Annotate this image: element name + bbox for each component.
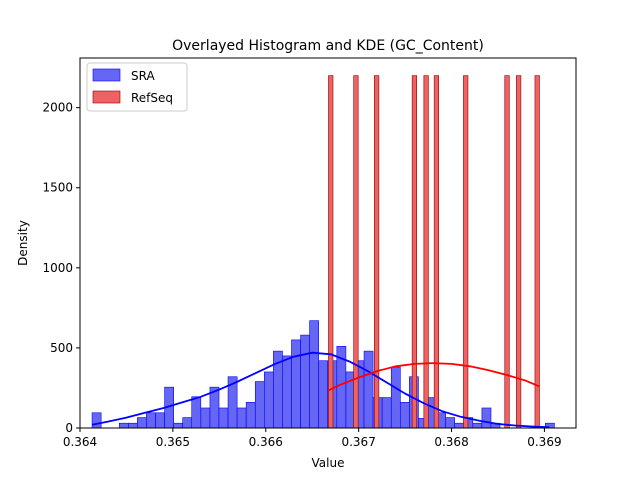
bar-sra [263, 371, 274, 429]
bar-sra [472, 422, 483, 429]
y-tick-label: 1500 [42, 181, 73, 195]
bar-sra [118, 422, 129, 429]
bar-sra [481, 407, 492, 429]
bar-sra [454, 422, 465, 429]
bar-sra [390, 366, 401, 429]
bar-sra [254, 381, 265, 429]
bar-sra [445, 417, 455, 429]
y-tick-label: 500 [50, 341, 73, 355]
legend-label-sra: SRA [131, 69, 155, 83]
bar-sra [173, 422, 183, 429]
legend: SRA RefSeq [86, 62, 188, 112]
bar-refseq [433, 75, 439, 429]
bar-sra [363, 350, 374, 429]
bar-refseq [411, 75, 417, 429]
bar-sra [282, 355, 292, 429]
chart-title: Overlayed Histogram and KDE (GC_Content) [172, 38, 484, 54]
bar-sra [146, 412, 156, 429]
kde-line-sra [91, 351, 550, 429]
y-tick-label: 1000 [42, 261, 73, 275]
bar-sra [399, 402, 410, 429]
x-tick-label: 0.366 [249, 435, 283, 449]
axes-frame [79, 57, 577, 429]
bar-sra [127, 422, 138, 429]
x-tick-label: 0.368 [434, 435, 468, 449]
bar-refseq [463, 75, 469, 429]
bar-refseq [534, 75, 540, 429]
bar-sra [309, 320, 319, 429]
plot-area [91, 75, 555, 429]
bar-sra [200, 407, 211, 429]
x-axis-label: Value [312, 456, 345, 470]
bar-sra [191, 396, 202, 429]
x-tick-label: 0.369 [527, 435, 561, 449]
y-tick-label: 0 [65, 421, 73, 435]
bar-sra [182, 417, 193, 429]
x-tick-label: 0.367 [341, 435, 375, 449]
bar-refseq [423, 75, 429, 429]
bar-refseq [328, 75, 334, 429]
y-axis-label: Density [16, 220, 30, 266]
x-tick-label: 0.365 [156, 435, 190, 449]
bar-sra [300, 334, 310, 429]
bar-sra [291, 339, 301, 429]
legend-swatch-sra [92, 68, 121, 82]
y-axis: 0 500 1000 1500 2000 [42, 101, 80, 435]
x-axis: 0.364 0.365 0.366 0.367 0.368 0.369 [63, 428, 562, 449]
bar-sra [155, 412, 165, 429]
legend-swatch-refseq [92, 90, 121, 104]
bar-sra [381, 397, 392, 429]
y-tick-label: 2000 [42, 101, 73, 115]
bar-sra [245, 402, 256, 429]
bar-sra [91, 412, 102, 429]
bar-sra [318, 360, 329, 429]
x-tick-label: 0.364 [63, 435, 97, 449]
bar-sra [218, 407, 229, 429]
bar-sra [236, 407, 247, 429]
bar-sra [137, 417, 147, 429]
kde-line-refseq [328, 362, 540, 392]
legend-label-refseq: RefSeq [131, 91, 173, 105]
bar-refseq [353, 75, 359, 429]
bar-refseq [516, 75, 522, 429]
